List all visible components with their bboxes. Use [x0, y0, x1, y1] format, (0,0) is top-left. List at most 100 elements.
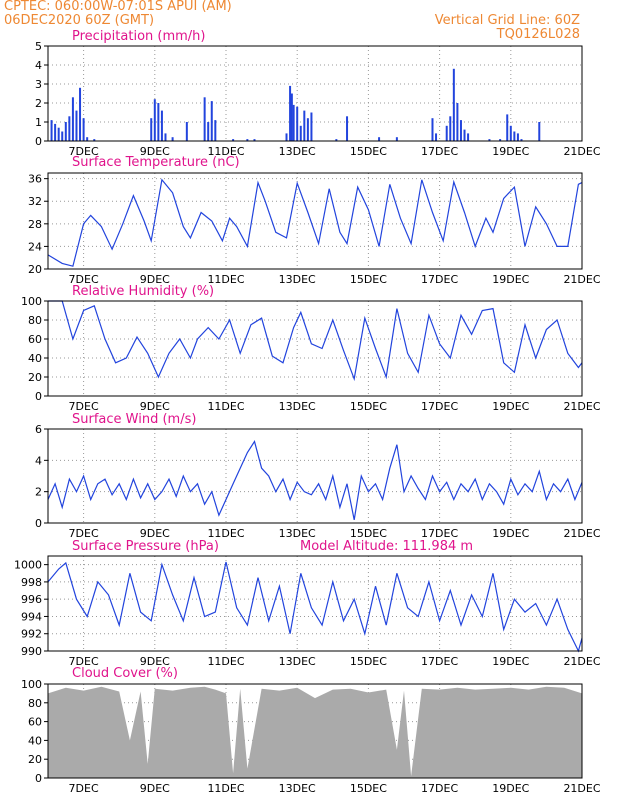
y-tick-label: 100: [21, 295, 42, 308]
x-tick-label: 15DEC: [350, 400, 387, 413]
panel-temperature: 7DEC 9DEC 11DEC 13DEC 15DEC 17DEC 19DEC 21DEC 20…: [28, 172, 601, 286]
precip-bar: [303, 110, 306, 141]
y-tick-label: 0: [35, 390, 42, 403]
x-tick-label: 15DEC: [350, 655, 387, 668]
x-tick-label: 9DEC: [140, 273, 170, 286]
panel-frame: [47, 172, 583, 270]
y-tick-label: 5: [35, 40, 42, 53]
x-tick-label: 19DEC: [492, 527, 529, 540]
precip-bar: [506, 114, 509, 141]
x-tick-label: 21DEC: [563, 527, 600, 540]
x-tick-label: 9DEC: [140, 145, 170, 158]
precip-bar: [285, 133, 288, 141]
y-tick-label: 100: [21, 678, 42, 691]
header-model: TQ0126L028: [496, 27, 580, 42]
header-station: CPTEC: 060:00W-07:01S APUI (AM): [4, 0, 232, 14]
y-tick-label: 992: [21, 628, 42, 641]
x-tick-label: 17DEC: [421, 273, 458, 286]
y-tick-label: 4: [35, 454, 42, 467]
x-tick-label: 7DEC: [69, 782, 99, 795]
x-tick-label: 15DEC: [350, 145, 387, 158]
x-tick-label: 17DEC: [421, 400, 458, 413]
precip-bar: [203, 97, 206, 141]
precip-bar: [299, 125, 302, 141]
x-tick-label: 13DEC: [279, 145, 316, 158]
y-tick-label: 990: [21, 645, 42, 658]
y-tick-label: 998: [21, 576, 42, 589]
precip-bar: [431, 118, 434, 141]
panel-title-cloud: Cloud Cover (%): [72, 666, 178, 681]
precip-bar: [538, 122, 541, 141]
panel-frame: [47, 555, 583, 652]
x-tick-label: 21DEC: [563, 273, 600, 286]
x-tick-label: 17DEC: [421, 145, 458, 158]
y-tick-label: 60: [28, 716, 42, 729]
y-tick-label: 20: [28, 263, 42, 276]
precip-bar: [54, 123, 57, 141]
precip-bar: [449, 116, 452, 141]
precip-bar: [64, 122, 67, 141]
precip-bar: [289, 85, 292, 141]
precip-bar: [488, 139, 491, 141]
y-tick-label: 40: [28, 352, 42, 365]
x-tick-label: 13DEC: [279, 655, 316, 668]
precip-bar: [467, 133, 470, 141]
precip-bar: [157, 103, 160, 141]
precip-bar: [292, 104, 295, 141]
y-tick-label: 2: [35, 486, 42, 499]
x-tick-label: 21DEC: [563, 655, 600, 668]
precip-bar: [463, 129, 466, 141]
x-tick-label: 9DEC: [140, 527, 170, 540]
x-tick-label: 21DEC: [563, 782, 600, 795]
x-tick-label: 11DEC: [207, 782, 244, 795]
precip-bar: [57, 127, 60, 141]
x-tick-label: 13DEC: [279, 782, 316, 795]
precip-bar: [79, 87, 82, 141]
x-tick-label: 7DEC: [69, 273, 99, 286]
precip-bar: [153, 99, 156, 141]
panel-cloud: 7DEC 9DEC 11DEC 13DEC 15DEC 17DEC 19DEC 21DEC 0 2…: [21, 678, 601, 795]
y-tick-label: 24: [28, 240, 42, 253]
panel-title-temperature: Surface Temperature (nC): [72, 155, 240, 170]
precip-bar: [214, 120, 217, 141]
y-tick-label: 20: [28, 753, 42, 766]
x-tick-label: 11DEC: [207, 400, 244, 413]
y-tick-label: 0: [35, 772, 42, 785]
x-tick-label: 9DEC: [140, 655, 170, 668]
precip-bar: [435, 133, 438, 141]
pressure-series-line: [47, 561, 583, 653]
y-tick-label: 1000: [14, 559, 42, 572]
y-tick-label: 0: [35, 517, 42, 530]
precip-bar: [61, 131, 64, 141]
x-tick-label: 9DEC: [140, 400, 170, 413]
y-tick-label: 2: [35, 97, 42, 110]
y-tick-label: 28: [28, 218, 42, 231]
x-tick-label: 19DEC: [492, 273, 529, 286]
precip-bar: [253, 139, 256, 141]
panel-wind: 7DEC 9DEC 11DEC 13DEC 15DEC 17DEC 19DEC 21DEC 0 2…: [35, 423, 601, 540]
humidity-series-line: [48, 300, 583, 382]
header-grid-line: Vertical Grid Line: 60Z: [434, 13, 580, 28]
precip-bar: [378, 137, 381, 141]
precip-bar: [456, 103, 459, 141]
precip-bar: [68, 116, 71, 141]
precip-bar: [346, 116, 349, 141]
precip-bar: [207, 122, 210, 141]
precip-bar: [71, 97, 74, 141]
y-tick-label: 4: [35, 59, 42, 72]
precip-bar: [50, 120, 53, 141]
panel-frame: [47, 45, 583, 142]
precip-bar: [509, 125, 512, 141]
y-tick-label: 0: [35, 135, 42, 148]
panel-title-humidity: Relative Humidity (%): [72, 284, 215, 299]
precip-bar: [452, 68, 455, 141]
y-tick-label: 994: [21, 610, 42, 623]
x-tick-label: 7DEC: [69, 145, 99, 158]
x-tick-label: 17DEC: [421, 655, 458, 668]
x-tick-label: 19DEC: [492, 145, 529, 158]
x-tick-label: 11DEC: [207, 527, 244, 540]
precip-bar: [150, 118, 153, 141]
precip-bar: [520, 139, 523, 141]
precip-bar: [516, 133, 519, 141]
temperature-series-line: [47, 178, 583, 267]
